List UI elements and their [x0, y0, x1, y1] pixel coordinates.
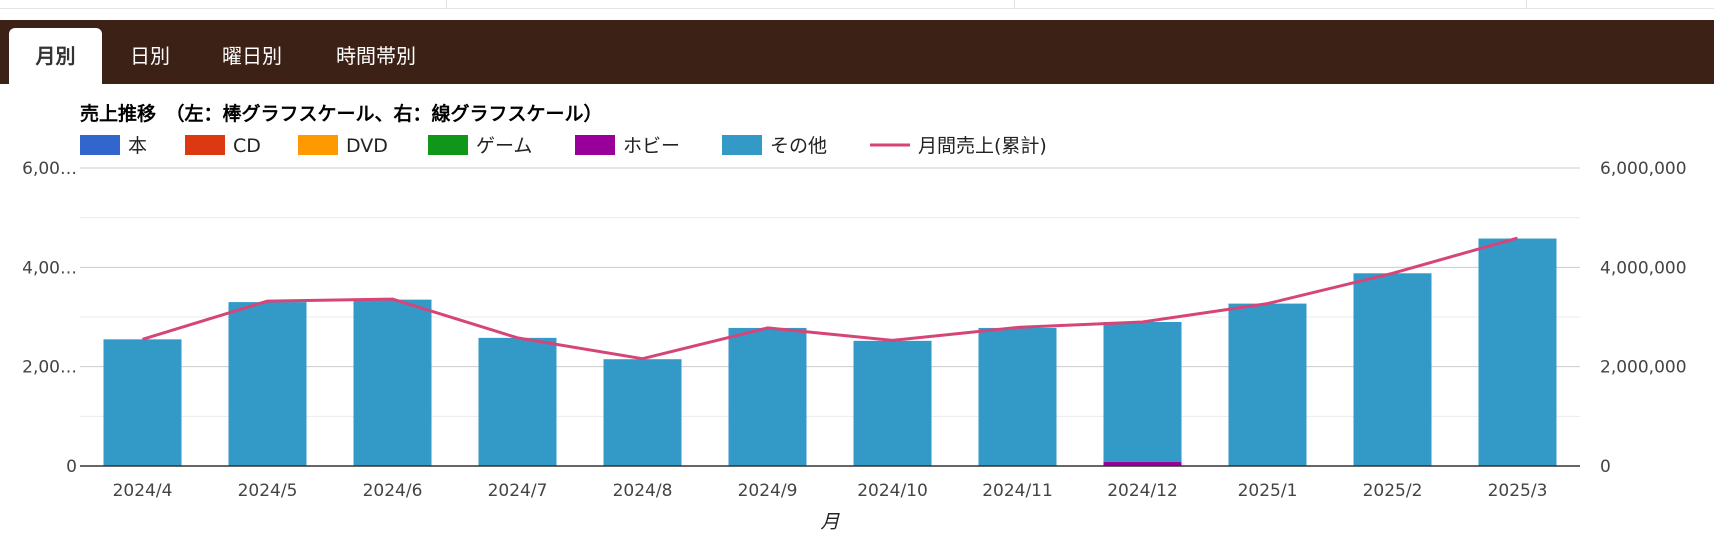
tab-monthly[interactable]: 月別: [9, 28, 102, 84]
x-tick-label: 2024/11: [982, 481, 1053, 501]
bar: [603, 359, 682, 466]
y-left-tick-label: 4,00…: [22, 258, 77, 278]
y-right-tick-label: 2,000,000: [1600, 358, 1687, 378]
strip-divider: [1526, 0, 1527, 8]
legend-label: ホビー: [623, 135, 680, 157]
y-left-tick-label: 2,00…: [22, 358, 77, 378]
x-tick-label: 2024/12: [1107, 481, 1178, 501]
bar: [1103, 321, 1182, 463]
bar: [103, 339, 182, 466]
x-tick-label: 2024/4: [113, 481, 173, 501]
legend-label: ゲーム: [476, 135, 532, 157]
y-right-tick-label: 4,000,000: [1600, 258, 1687, 278]
tab-timeslot[interactable]: 時間帯別: [336, 44, 416, 68]
top-strip: [0, 0, 1714, 9]
legend-label: DVD: [346, 135, 388, 157]
tab-daily[interactable]: 日別: [130, 44, 170, 68]
bar: [1353, 273, 1432, 466]
chart-legend: 本 CD DVD ゲーム ホビー その他 月間売上(累計): [80, 135, 1047, 157]
bar: [978, 327, 1057, 466]
legend-swatch: [575, 135, 615, 155]
legend-label: 月間売上(累計): [918, 135, 1047, 157]
bar: [1228, 303, 1307, 466]
tab-bar: 月別 日別 曜日別 時間帯別: [0, 20, 1714, 84]
y-left-tick-label: 6,00…: [22, 159, 77, 179]
legend-swatch: [298, 135, 338, 155]
legend-label: CD: [233, 135, 261, 157]
tab-weekday[interactable]: 曜日別: [222, 44, 282, 68]
legend-swatch: [428, 135, 468, 155]
bar: [728, 327, 807, 466]
x-tick-label: 2025/2: [1363, 481, 1423, 501]
legend-swatch: [722, 135, 762, 155]
x-tick-label: 2025/3: [1488, 481, 1548, 501]
y-right-tick-label: 6,000,000: [1600, 159, 1687, 179]
x-tick-label: 2024/10: [857, 481, 928, 501]
bar: [478, 337, 557, 466]
legend-label: その他: [770, 135, 827, 157]
strip-divider: [446, 0, 447, 8]
legend-swatch: [80, 135, 120, 155]
bar: [353, 299, 432, 466]
strip-divider: [1014, 0, 1015, 8]
bar: [228, 302, 307, 466]
legend-label: 本: [128, 135, 147, 157]
y-left-tick-label: 0: [66, 457, 77, 477]
x-tick-label: 2024/5: [238, 481, 298, 501]
chart-title: 売上推移 （左：棒グラフスケール、右：線グラフスケール）: [80, 102, 603, 125]
bar: [1103, 462, 1182, 466]
y-right-tick-label: 0: [1600, 457, 1611, 477]
x-tick-label: 2024/9: [738, 481, 798, 501]
x-tick-label: 2024/8: [613, 481, 673, 501]
bar: [1478, 238, 1557, 466]
x-tick-label: 2025/1: [1238, 481, 1298, 501]
chart-line: [142, 236, 1518, 361]
x-tick-label: 2024/7: [488, 481, 548, 501]
bar: [853, 340, 932, 466]
chart-axes: 0 2,00… 4,00… 6,00… 0 2,000,000 4,000,000 6,000…: [22, 159, 1686, 501]
sales-chart: 売上推移 （左：棒グラフスケール、右：線グラフスケール） 本 CD DVD ゲーム ホビ…: [22, 102, 1686, 533]
chart-bars: [103, 238, 1557, 466]
x-tick-label: 2024/6: [363, 481, 423, 501]
legend-swatch: [185, 135, 225, 155]
x-axis-title: 月: [820, 511, 840, 533]
series-line: [142, 236, 1518, 361]
